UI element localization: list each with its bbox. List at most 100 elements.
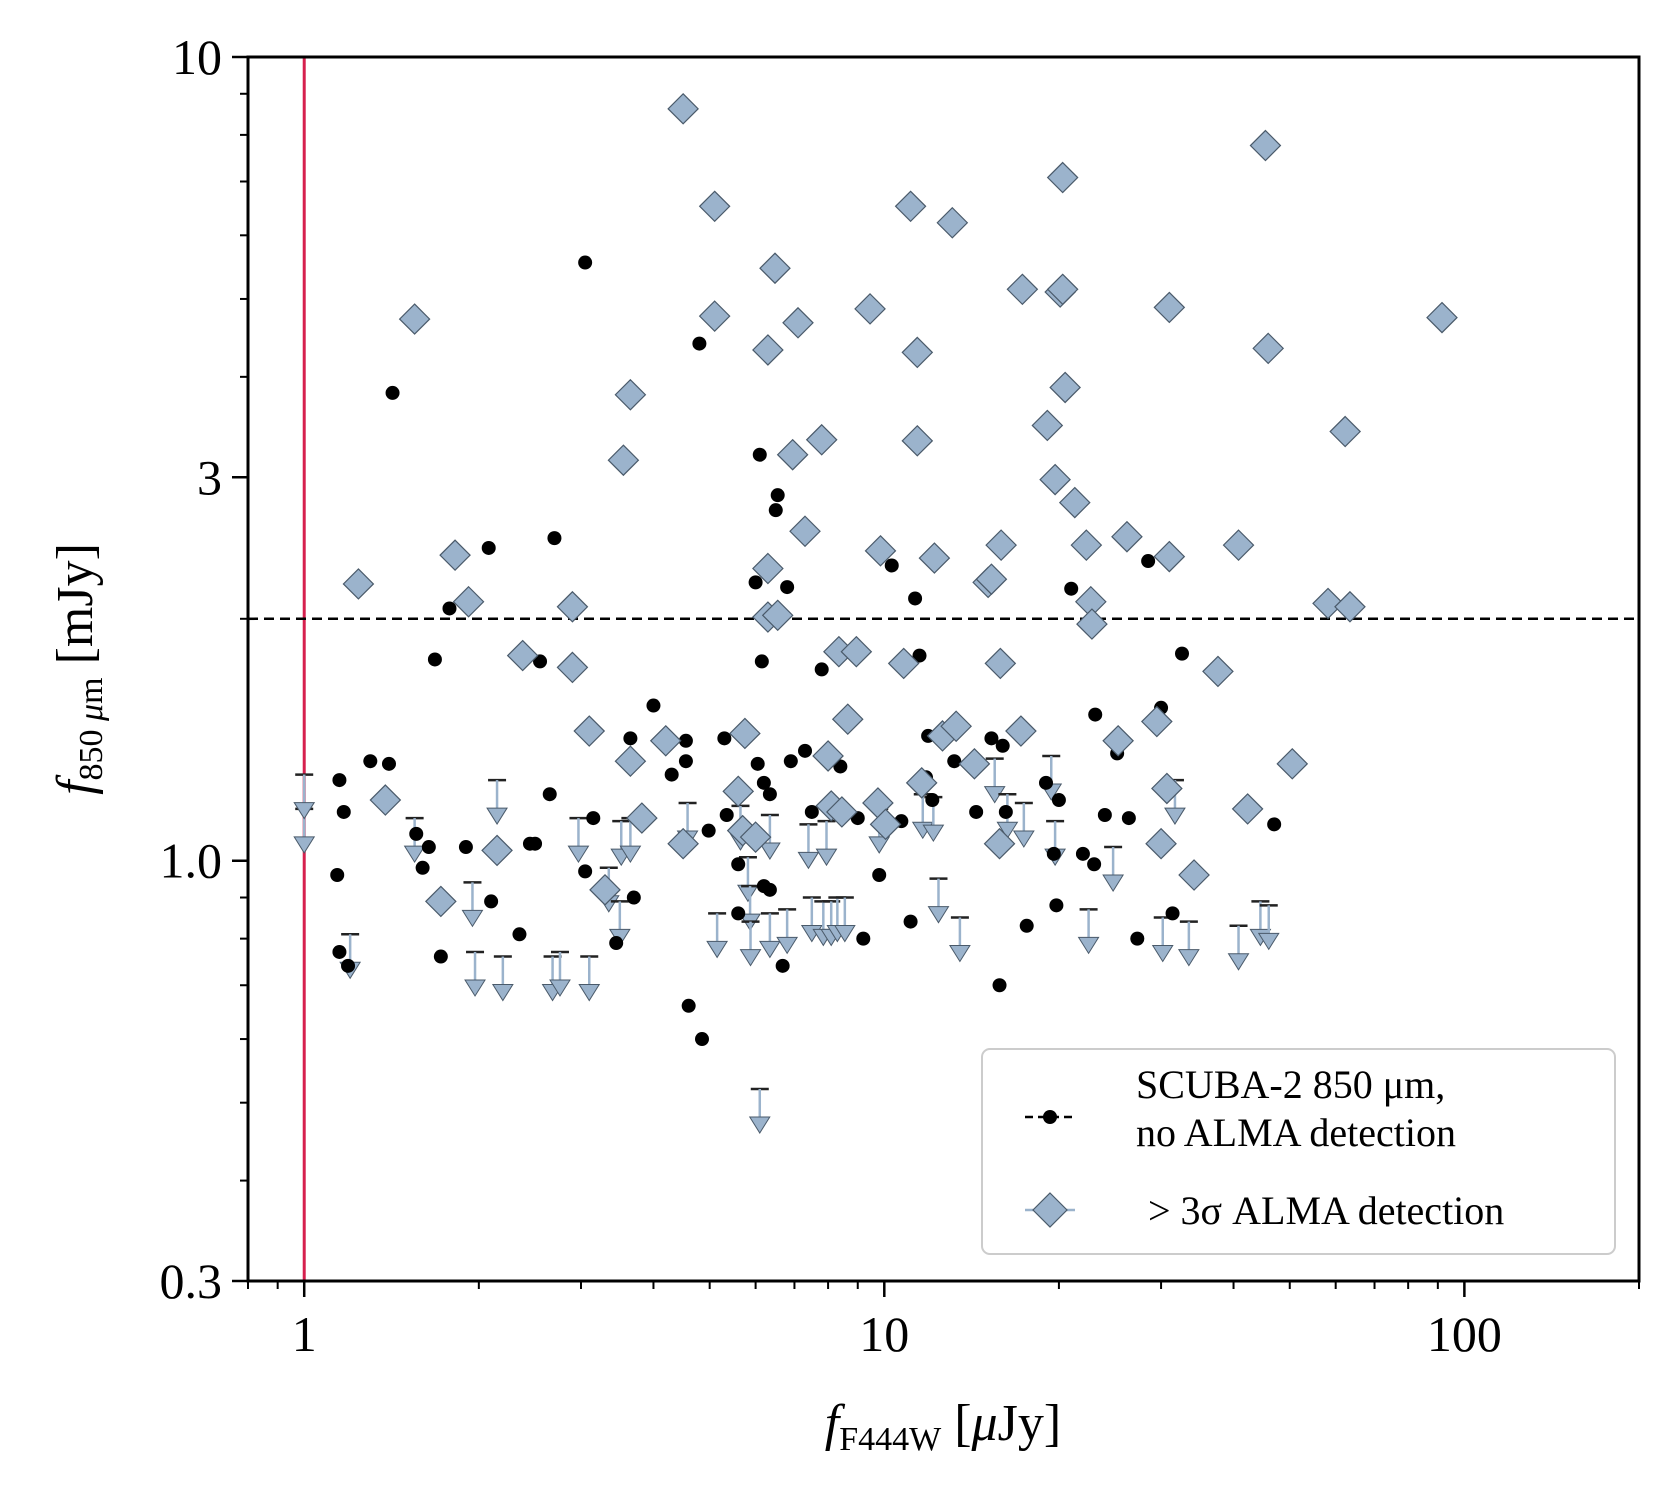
scuba-point <box>768 503 783 518</box>
plot-area <box>248 57 1639 1281</box>
alma-point <box>985 529 1017 561</box>
alma-point <box>789 515 821 548</box>
alma-point <box>556 651 589 684</box>
upper-limit-arrow <box>486 778 508 826</box>
y-tick-label: 0.3 <box>160 1253 223 1309</box>
alma-point <box>1426 301 1458 334</box>
scuba-point <box>528 836 543 851</box>
alma-point <box>698 190 731 223</box>
alma-point <box>1153 540 1186 573</box>
scuba-point <box>695 1032 710 1047</box>
alma-point <box>1031 409 1064 442</box>
upper-limit-arrow <box>1257 904 1280 951</box>
alma-point <box>369 784 402 816</box>
scuba-point <box>363 754 378 769</box>
alma-point <box>1151 772 1183 805</box>
alma-point <box>1145 827 1177 860</box>
upper-limit-arrow <box>706 912 729 959</box>
alma-point <box>752 334 784 366</box>
alma-point <box>901 424 934 457</box>
scuba-point <box>780 580 795 595</box>
x-tick-label: 1 <box>292 1306 317 1362</box>
scuba-point <box>1046 846 1061 861</box>
alma-point <box>342 568 375 600</box>
upper-limit-arrow <box>491 955 514 1002</box>
scuba-point <box>341 958 356 973</box>
upper-limit-arrow <box>797 823 820 870</box>
scuba-point <box>750 756 765 771</box>
alma-point <box>1153 291 1186 324</box>
alma-point <box>1312 587 1344 620</box>
scuba-point <box>547 531 562 546</box>
upper-limit-arrow <box>1077 908 1100 955</box>
legend-scuba-label-line1: SCUBA-2 850 μm, <box>1136 1062 1445 1107</box>
upper-limit-arrow <box>948 916 971 963</box>
scuba-point <box>762 787 777 802</box>
legend: SCUBA-2 850 μm, no ALMA detection > 3σ A… <box>981 1048 1616 1255</box>
upper-limit-arrow <box>758 813 781 860</box>
scuba-point <box>1175 646 1190 661</box>
axis-tick-labels: 1 10 100 0.3 1.0 3 10 <box>160 29 1502 1362</box>
scuba-point <box>908 591 923 606</box>
scuba-point <box>1267 817 1282 832</box>
scuba-point <box>814 662 829 677</box>
alma-point <box>1252 332 1285 365</box>
alma-point <box>452 585 485 618</box>
scuba-point <box>1019 918 1034 933</box>
scuba-point <box>332 944 347 959</box>
alma-point <box>1006 273 1039 306</box>
alma-point <box>752 552 784 585</box>
upper-limit-arrow <box>748 1087 771 1134</box>
alma-series <box>342 92 1458 918</box>
scuba-point <box>770 488 785 503</box>
alma-point <box>1046 273 1079 306</box>
scuba-point <box>754 654 769 669</box>
scuba-point <box>442 601 457 616</box>
alma-point <box>614 745 647 778</box>
plot-frame <box>246 55 1641 1283</box>
scuba-point <box>623 731 638 746</box>
x-tick-label: 10 <box>859 1306 909 1362</box>
upper-limit-arrow <box>1227 924 1250 971</box>
y-axis-title: f850 μm [mJy] <box>47 543 110 795</box>
upper-limit-arrow <box>758 912 781 959</box>
scuba-point <box>748 575 763 590</box>
scuba-point <box>433 949 448 964</box>
alma-point <box>984 647 1017 680</box>
scuba-point <box>484 894 499 909</box>
alma-point <box>1049 371 1081 404</box>
alma-point <box>556 590 589 623</box>
upper-limit-arrow <box>1102 845 1125 892</box>
alma-point <box>776 438 809 471</box>
alma-point <box>439 539 471 571</box>
upper-limit-arrow <box>578 955 601 1002</box>
scuba-point <box>719 808 734 823</box>
upper-limit-arrow <box>1012 801 1035 848</box>
scuba-point <box>1064 581 1079 596</box>
alma-point <box>398 303 431 335</box>
alma-point <box>649 724 682 757</box>
scuba-point <box>512 927 527 942</box>
alma-point <box>1276 747 1309 780</box>
scuba-point <box>762 882 777 897</box>
scuba-point <box>912 648 927 663</box>
scuba-point <box>992 978 1007 993</box>
upper-limit-arrow <box>293 773 316 820</box>
scuba-point <box>1130 931 1145 946</box>
scuba-point <box>752 447 767 462</box>
alma-point <box>739 821 772 853</box>
alma-point <box>812 740 844 772</box>
alma-point <box>826 796 858 828</box>
scuba-series <box>330 255 1282 1047</box>
alma-point <box>1102 724 1134 757</box>
alma-point <box>481 834 513 867</box>
upper-limit-arrow <box>549 950 571 997</box>
alma-point <box>1140 705 1173 738</box>
scuba-point <box>692 336 707 351</box>
alma-point <box>869 808 902 841</box>
scuba-point <box>336 804 351 819</box>
scuba-point <box>984 731 999 746</box>
alma-point <box>887 647 920 680</box>
scuba-point <box>381 756 396 771</box>
